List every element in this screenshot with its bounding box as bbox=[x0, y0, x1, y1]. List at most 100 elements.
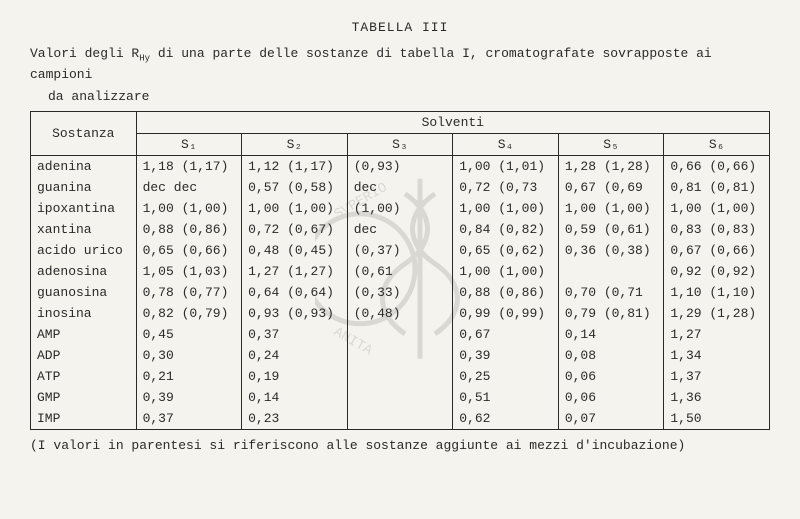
cell bbox=[347, 324, 453, 345]
row-name: ipoxantina bbox=[31, 198, 137, 219]
cell: 0,25 bbox=[453, 366, 559, 387]
cell: 0,67 (0,69 bbox=[558, 177, 664, 198]
cell: 1,27 (1,27) bbox=[242, 261, 348, 282]
cell: 0,07 bbox=[558, 408, 664, 430]
table-body: adenina1,18 (1,17)1,12 (1,17)(0,93)1,00 … bbox=[31, 156, 770, 430]
cell: 1,28 (1,28) bbox=[558, 156, 664, 178]
cell: 0,67 (0,66) bbox=[664, 240, 770, 261]
cell: 0,92 (0,92) bbox=[664, 261, 770, 282]
cell: 1,00 (1,00) bbox=[664, 198, 770, 219]
cell bbox=[347, 408, 453, 430]
cell: 0,48 (0,45) bbox=[242, 240, 348, 261]
caption-text-a: Valori degli R bbox=[30, 46, 139, 61]
cell: 1,10 (1,10) bbox=[664, 282, 770, 303]
cell: 1,50 bbox=[664, 408, 770, 430]
cell: 1,00 (1,00) bbox=[242, 198, 348, 219]
cell: (1,00) bbox=[347, 198, 453, 219]
cell bbox=[347, 366, 453, 387]
header-s1: S₁ bbox=[136, 134, 242, 156]
row-name: inosina bbox=[31, 303, 137, 324]
cell: 1,37 bbox=[664, 366, 770, 387]
header-s6: S₆ bbox=[664, 134, 770, 156]
row-name: guanina bbox=[31, 177, 137, 198]
cell: 0,36 (0,38) bbox=[558, 240, 664, 261]
cell: 0,23 bbox=[242, 408, 348, 430]
cell: 0,37 bbox=[242, 324, 348, 345]
row-name: guanosina bbox=[31, 282, 137, 303]
header-s2: S₂ bbox=[242, 134, 348, 156]
row-name: ADP bbox=[31, 345, 137, 366]
cell: (0,93) bbox=[347, 156, 453, 178]
cell: 0,19 bbox=[242, 366, 348, 387]
cell bbox=[347, 345, 453, 366]
cell bbox=[347, 387, 453, 408]
cell: 0,06 bbox=[558, 387, 664, 408]
cell: 0,65 (0,62) bbox=[453, 240, 559, 261]
cell: 0,57 (0,58) bbox=[242, 177, 348, 198]
cell: 0,30 bbox=[136, 345, 242, 366]
cell: 0,64 (0,64) bbox=[242, 282, 348, 303]
data-table: Sostanza Solventi S₁ S₂ S₃ S₄ S₅ S₆ aden… bbox=[30, 111, 770, 430]
cell: 0,79 (0,81) bbox=[558, 303, 664, 324]
cell: dec bbox=[347, 219, 453, 240]
cell: 1,05 (1,03) bbox=[136, 261, 242, 282]
cell: 1,29 (1,28) bbox=[664, 303, 770, 324]
cell: 0,51 bbox=[453, 387, 559, 408]
cell: 0,62 bbox=[453, 408, 559, 430]
cell: 1,27 bbox=[664, 324, 770, 345]
cell: 0,14 bbox=[558, 324, 664, 345]
cell: 0,59 (0,61) bbox=[558, 219, 664, 240]
row-name: AMP bbox=[31, 324, 137, 345]
header-s5: S₅ bbox=[558, 134, 664, 156]
cell: 0,06 bbox=[558, 366, 664, 387]
cell: 1,00 (1,00) bbox=[453, 261, 559, 282]
cell: 1,00 (1,01) bbox=[453, 156, 559, 178]
cell: 0,37 bbox=[136, 408, 242, 430]
cell: 0,65 (0,66) bbox=[136, 240, 242, 261]
cell: 0,39 bbox=[136, 387, 242, 408]
footnote: (I valori in parentesi si riferiscono al… bbox=[30, 438, 770, 453]
cell: 0,72 (0,67) bbox=[242, 219, 348, 240]
cell: (0,33) bbox=[347, 282, 453, 303]
cell: 0,83 (0,83) bbox=[664, 219, 770, 240]
row-name: adenina bbox=[31, 156, 137, 178]
cell: 0,72 (0,73 bbox=[453, 177, 559, 198]
cell: 0,45 bbox=[136, 324, 242, 345]
cell: 0,67 bbox=[453, 324, 559, 345]
cell: 0,14 bbox=[242, 387, 348, 408]
caption-sub: Hy bbox=[139, 54, 150, 64]
table-caption-line2: da analizzare bbox=[48, 88, 770, 107]
header-s4: S₄ bbox=[453, 134, 559, 156]
row-name: xantina bbox=[31, 219, 137, 240]
cell: 1,00 (1,00) bbox=[453, 198, 559, 219]
cell: (0,61 bbox=[347, 261, 453, 282]
table-caption: Valori degli RHy di una parte delle sost… bbox=[30, 45, 770, 84]
cell: dec dec bbox=[136, 177, 242, 198]
cell: 0,78 (0,77) bbox=[136, 282, 242, 303]
header-solventi: Solventi bbox=[136, 112, 769, 134]
table-title: TABELLA III bbox=[30, 20, 770, 35]
cell: 0,39 bbox=[453, 345, 559, 366]
header-s3: S₃ bbox=[347, 134, 453, 156]
row-name: GMP bbox=[31, 387, 137, 408]
cell: 0,21 bbox=[136, 366, 242, 387]
cell: 0,93 (0,93) bbox=[242, 303, 348, 324]
cell: 1,34 bbox=[664, 345, 770, 366]
cell: 1,00 (1,00) bbox=[136, 198, 242, 219]
row-name: IMP bbox=[31, 408, 137, 430]
cell: 0,70 (0,71 bbox=[558, 282, 664, 303]
cell: 0,88 (0,86) bbox=[136, 219, 242, 240]
cell: 0,99 (0,99) bbox=[453, 303, 559, 324]
cell: 1,18 (1,17) bbox=[136, 156, 242, 178]
cell: 0,88 (0,86) bbox=[453, 282, 559, 303]
row-name: ATP bbox=[31, 366, 137, 387]
cell: 1,00 (1,00) bbox=[558, 198, 664, 219]
row-name: adenosina bbox=[31, 261, 137, 282]
row-name: acido urico bbox=[31, 240, 137, 261]
cell: (0,37) bbox=[347, 240, 453, 261]
cell: 0,81 (0,81) bbox=[664, 177, 770, 198]
cell: 0,66 (0,66) bbox=[664, 156, 770, 178]
cell: (0,48) bbox=[347, 303, 453, 324]
cell: 0,08 bbox=[558, 345, 664, 366]
header-sostanza: Sostanza bbox=[31, 112, 137, 156]
